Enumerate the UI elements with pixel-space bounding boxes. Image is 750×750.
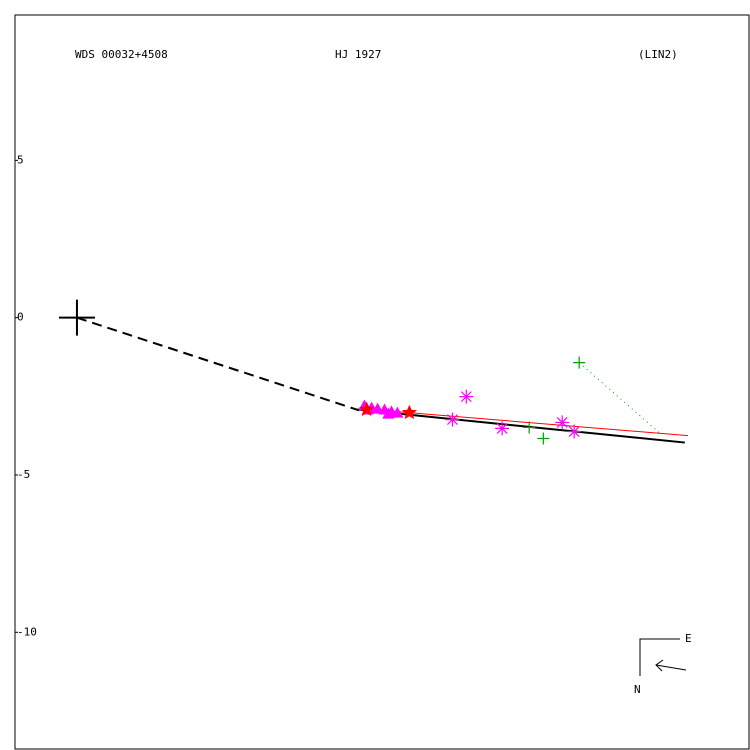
ref-label: (LIN2)	[638, 48, 678, 61]
asterisk-point	[495, 421, 510, 436]
triangle-point	[391, 406, 404, 418]
plot-frame	[14, 14, 750, 750]
wds-label: WDS 00032+4508	[75, 48, 168, 61]
primary-star	[58, 299, 95, 336]
star-point	[359, 401, 375, 416]
track-line	[76, 316, 360, 412]
triangle-point	[382, 407, 395, 419]
plus-point	[537, 432, 550, 445]
compass: E N	[634, 632, 692, 696]
plus-point	[523, 421, 536, 434]
asterisk-point	[567, 424, 582, 439]
track-line	[578, 362, 660, 433]
compass-arrowhead	[655, 659, 664, 672]
name-label: HJ 1927	[335, 48, 381, 61]
star-point	[401, 404, 417, 420]
compass-axes	[639, 638, 680, 676]
asterisk-point	[459, 389, 474, 404]
compass-east: E	[685, 632, 692, 645]
y-tick-label: -5	[17, 468, 30, 481]
asterisk-point	[445, 412, 460, 427]
track-line	[359, 408, 689, 437]
compass-north: N	[634, 683, 641, 696]
plus-point	[573, 356, 586, 369]
y-tick-label: 0	[17, 311, 24, 324]
y-tick-label: -10	[17, 625, 37, 638]
asterisk-point	[555, 415, 570, 430]
compass-arrow	[655, 664, 687, 671]
y-tick-label: 5	[17, 153, 24, 166]
